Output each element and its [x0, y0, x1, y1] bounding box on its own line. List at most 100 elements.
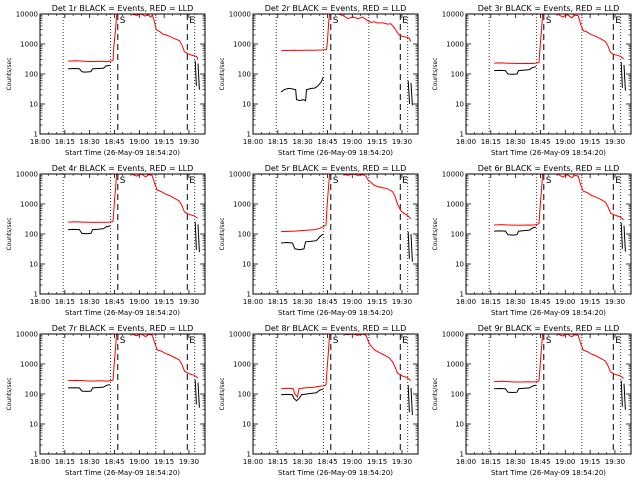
y-tick-label: 1000 — [446, 361, 464, 369]
x-axis-label: Start Time (26-May-09 18:54:20) — [278, 309, 393, 317]
x-tick-label: 19:15 — [580, 458, 600, 466]
panel-title: Det 1r BLACK = Events, RED = LLD — [52, 4, 194, 13]
lld-series-line — [281, 174, 331, 233]
plot-frame — [39, 13, 206, 135]
y-axis-label: Counts/sec — [6, 57, 13, 90]
marker-label: S — [333, 336, 339, 346]
y-tick-label: 10000 — [16, 11, 38, 19]
y-tick-label: 1000 — [20, 361, 38, 369]
marker-label: E — [189, 16, 195, 26]
detector-panel-1: Det 1r BLACK = Events, RED = LLD Counts/s… — [6, 4, 206, 157]
x-tick-label: 18:45 — [530, 298, 550, 306]
y-tick-label: 1000 — [446, 41, 464, 49]
y-tick-label: 10 — [29, 261, 38, 269]
events-series-line — [281, 233, 324, 251]
x-tick-label: 19:15 — [154, 298, 174, 306]
x-tick-label: 19:15 — [580, 298, 600, 306]
events-series-line — [197, 382, 200, 408]
marker-label: S — [120, 336, 126, 346]
x-axis-label: Start Time (26-May-09 18:54:20) — [491, 149, 606, 157]
lld-series-line — [68, 174, 118, 223]
y-tick-label: 10 — [455, 101, 464, 109]
y-tick-label: 10 — [242, 261, 251, 269]
lld-series-line — [337, 334, 412, 381]
lld-series-line — [337, 14, 412, 42]
y-tick-label: 100 — [451, 231, 464, 239]
lld-series-line — [494, 334, 544, 383]
events-series-line — [194, 221, 197, 250]
y-tick-label: 1 — [460, 451, 464, 459]
y-tick-label: 1 — [34, 291, 38, 299]
x-axis-label: Start Time (26-May-09 18:54:20) — [278, 149, 393, 157]
detector-panel-2: Det 2r BLACK = Events, RED = LLD Counts/s… — [219, 4, 419, 157]
plot-frame — [252, 173, 419, 295]
x-axis-label: Start Time (26-May-09 18:54:20) — [491, 309, 606, 317]
y-tick-label: 1 — [247, 131, 251, 139]
events-series-line — [494, 66, 537, 75]
panel-title: Det 4r BLACK = Events, RED = LLD — [52, 164, 194, 173]
y-tick-label: 100 — [238, 391, 251, 399]
x-tick-label: 18:45 — [104, 298, 124, 306]
plot-frame — [39, 333, 206, 455]
x-axis-label: Start Time (26-May-09 18:54:20) — [491, 469, 606, 477]
lld-series-line — [68, 334, 118, 382]
y-tick-label: 1000 — [446, 201, 464, 209]
lld-series-line — [551, 174, 625, 221]
plot-frame — [465, 173, 632, 295]
x-tick-label: 18:15 — [481, 138, 501, 146]
y-axis-label: Counts/sec — [432, 377, 439, 410]
panel-title: Det 7r BLACK = Events, RED = LLD — [52, 324, 194, 333]
x-tick-label: 19:15 — [154, 458, 174, 466]
lld-series-line — [126, 14, 199, 60]
events-series-line — [623, 383, 626, 410]
x-tick-label: 18:00 — [30, 458, 50, 466]
panel-title: Det 3r BLACK = Events, RED = LLD — [478, 4, 620, 13]
x-tick-label: 18:30 — [506, 458, 526, 466]
detector-panel-6: Det 6r BLACK = Events, RED = LLD Counts/s… — [432, 164, 632, 317]
y-tick-label: 1000 — [233, 361, 251, 369]
y-axis-label: Counts/sec — [219, 57, 226, 90]
y-tick-label: 10000 — [442, 171, 464, 179]
lld-series-line — [281, 14, 331, 52]
marker-label: S — [120, 176, 126, 186]
x-axis-label: Start Time (26-May-09 18:54:20) — [278, 469, 393, 477]
marker-label: S — [546, 176, 552, 186]
x-tick-label: 18:15 — [481, 458, 501, 466]
x-tick-label: 18:15 — [268, 298, 288, 306]
events-series-line — [407, 384, 410, 413]
x-tick-label: 18:45 — [317, 298, 337, 306]
events-series-line — [623, 225, 626, 252]
x-tick-label: 18:00 — [243, 138, 263, 146]
lld-series-line — [494, 14, 544, 65]
y-tick-label: 10 — [29, 101, 38, 109]
marker-label: E — [615, 176, 621, 186]
x-tick-label: 18:45 — [104, 458, 124, 466]
panel-title: Det 2r BLACK = Events, RED = LLD — [265, 4, 407, 13]
marker-label: E — [189, 176, 195, 186]
marker-label: E — [402, 16, 408, 26]
x-tick-label: 19:15 — [367, 458, 387, 466]
x-tick-label: 18:30 — [80, 298, 100, 306]
detector-panel-8: Det 8r BLACK = Events, RED = LLD Counts/s… — [219, 324, 419, 477]
x-tick-label: 18:15 — [268, 138, 288, 146]
detector-panel-7: Det 7r BLACK = Events, RED = LLD Counts/s… — [6, 324, 206, 477]
y-tick-label: 1 — [34, 451, 38, 459]
x-tick-label: 19:30 — [179, 138, 199, 146]
lld-series-line — [337, 174, 412, 220]
y-tick-label: 1 — [34, 131, 38, 139]
x-tick-label: 18:45 — [317, 138, 337, 146]
plot-frame — [39, 173, 206, 295]
y-tick-label: 10 — [455, 421, 464, 429]
x-tick-label: 18:45 — [530, 458, 550, 466]
x-tick-label: 18:00 — [243, 298, 263, 306]
x-tick-label: 19:15 — [154, 138, 174, 146]
detector-panel-3: Det 3r BLACK = Events, RED = LLD Counts/s… — [432, 4, 632, 157]
y-tick-label: 1000 — [20, 41, 38, 49]
x-tick-label: 18:00 — [30, 138, 50, 146]
x-tick-label: 19:00 — [342, 138, 362, 146]
y-axis-label: Counts/sec — [219, 217, 226, 250]
y-tick-label: 10000 — [16, 331, 38, 339]
y-tick-label: 10000 — [442, 331, 464, 339]
y-tick-label: 100 — [25, 71, 38, 79]
